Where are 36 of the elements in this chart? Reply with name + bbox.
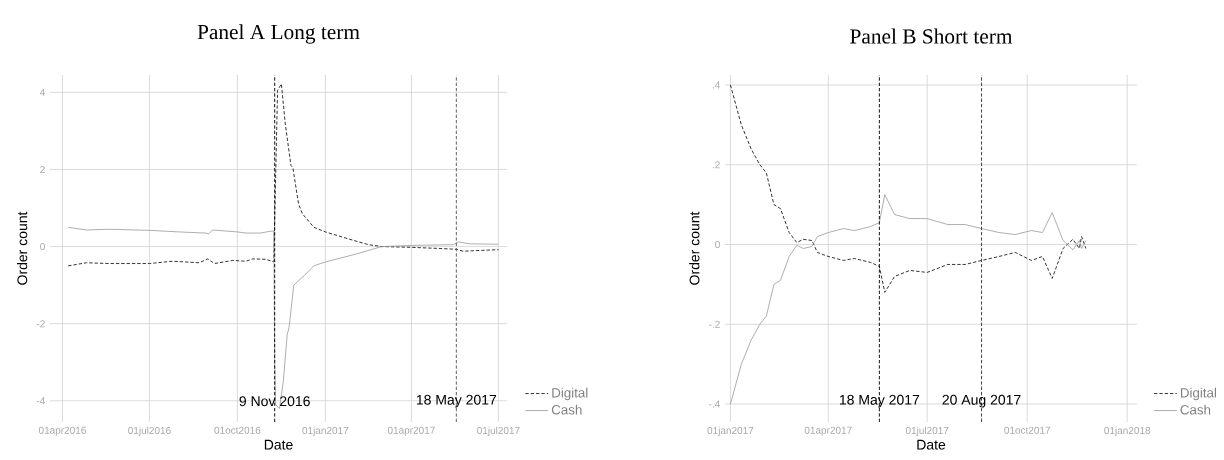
x-tick-label: 01apr2017 <box>387 426 435 436</box>
x-tick-label: 01jul2017 <box>477 426 520 437</box>
x-tick-label: 01jul2016 <box>128 426 171 437</box>
x-tick-label: 01jan2017 <box>302 426 349 437</box>
ref-line-label: 20 Aug 2017 <box>942 394 1021 408</box>
y-tick-label: 0 <box>715 240 720 249</box>
y-tick-label: 0 <box>40 243 45 251</box>
x-tick-label: 01jul2017 <box>905 426 949 437</box>
y-tick-label: -.4 <box>709 400 720 408</box>
y-tick-label: 2 <box>40 165 45 173</box>
y-tick-label: -4 <box>36 397 46 405</box>
x-tick-label: 01apr2016 <box>38 426 86 436</box>
ref-line-label: 9 Nov 2016 <box>239 396 310 407</box>
legend-label: Cash <box>551 404 582 415</box>
line-series <box>67 226 499 409</box>
x-axis-title: Date <box>264 439 293 450</box>
y-axis-title: Order count <box>689 211 700 285</box>
y-tick-label: .4 <box>712 81 721 89</box>
x-tick-label: 01jan2018 <box>1104 426 1151 437</box>
y-tick-label: -2 <box>36 320 45 328</box>
ref-line-label: 18 May 2017 <box>416 394 497 408</box>
x-tick-label: 01jan2017 <box>707 426 754 437</box>
y-tick-label: -.2 <box>709 320 720 328</box>
y-axis-title: Order count <box>16 211 28 285</box>
y-tick-label: .2 <box>712 161 720 169</box>
x-tick-label: 01oct2016 <box>214 426 261 434</box>
legend-label: Digital <box>1180 387 1216 401</box>
x-tick-label: 01apr2017 <box>804 426 852 436</box>
legend-label: Digital <box>552 387 588 401</box>
ref-line-label: 18 May 2017 <box>839 394 920 408</box>
chart-title: Panel A Long term <box>197 24 360 44</box>
x-axis-title: Date <box>917 439 946 450</box>
x-tick-label: 01oct2017 <box>1004 426 1051 434</box>
chart-title: Panel B Short term <box>850 28 1013 44</box>
y-tick-label: 4 <box>39 88 46 96</box>
legend-label: Cash <box>1180 404 1211 415</box>
